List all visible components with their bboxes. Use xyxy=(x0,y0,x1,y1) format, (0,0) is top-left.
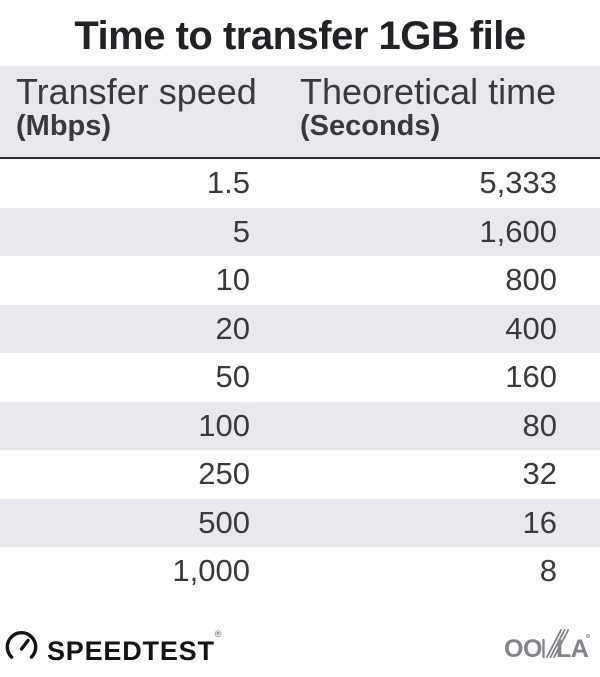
svg-text:OO: OO xyxy=(504,635,542,663)
svg-text:LA: LA xyxy=(556,635,589,663)
